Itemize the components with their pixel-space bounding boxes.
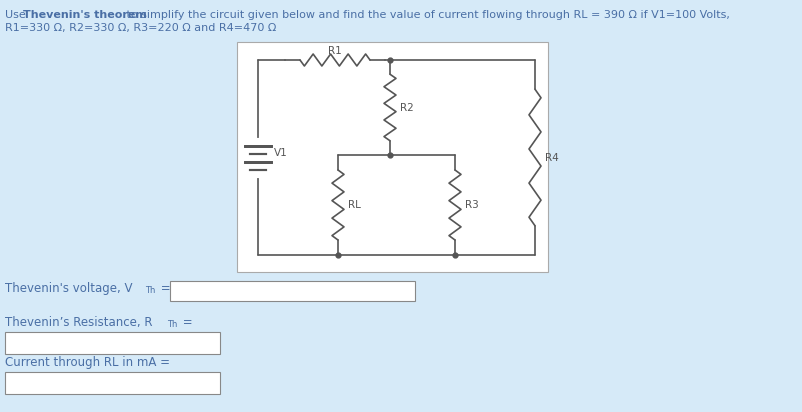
Text: Current through RL in mA =: Current through RL in mA =: [5, 356, 170, 369]
Text: R1: R1: [328, 46, 342, 56]
Bar: [5, 332, 220, 354]
Bar: [237, 42, 548, 272]
Bar: [5, 372, 220, 394]
Text: V1: V1: [274, 148, 288, 159]
Bar: [170, 281, 415, 301]
Text: R1=330 Ω, R2=330 Ω, R3=220 Ω and R4=470 Ω: R1=330 Ω, R2=330 Ω, R3=220 Ω and R4=470 …: [5, 23, 277, 33]
Text: to simplify the circuit given below and find the value of current flowing throug: to simplify the circuit given below and …: [123, 10, 730, 20]
Text: Th: Th: [145, 286, 156, 295]
Text: =: =: [179, 316, 192, 329]
Text: R4: R4: [545, 152, 559, 162]
Text: =: =: [157, 282, 171, 295]
Text: R3: R3: [465, 200, 479, 210]
Text: RL: RL: [348, 200, 361, 210]
Text: Use: Use: [5, 10, 29, 20]
Text: R2: R2: [400, 103, 414, 112]
Text: Thevenin’s Resistance, R: Thevenin’s Resistance, R: [5, 316, 152, 329]
Text: Thevenin's voltage, V: Thevenin's voltage, V: [5, 282, 132, 295]
Text: Th: Th: [167, 320, 177, 329]
Text: Thevenin's theorem: Thevenin's theorem: [23, 10, 147, 20]
